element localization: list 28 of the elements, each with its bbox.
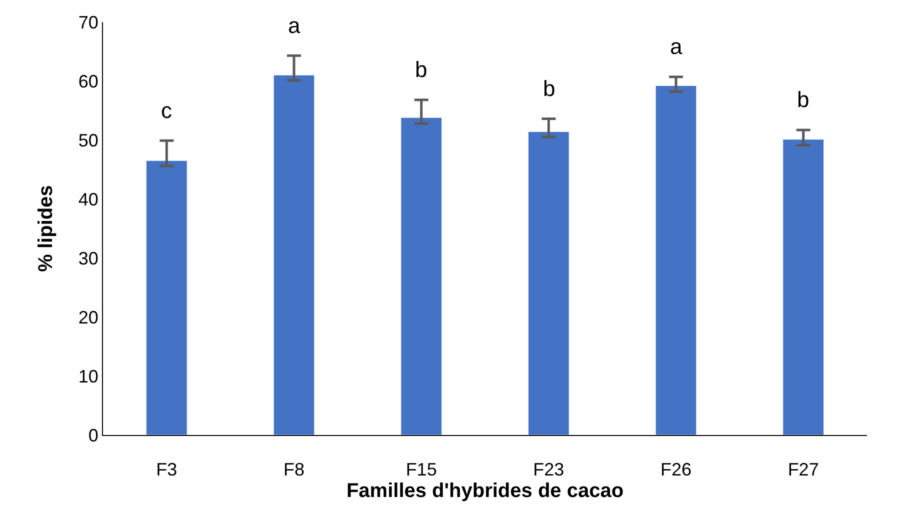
y-tick-label: 70 — [78, 12, 98, 32]
bar — [655, 85, 697, 435]
x-tick-label: F3 — [156, 460, 178, 480]
data-label: b — [415, 57, 428, 82]
x-axis-title: Familles d'hybrides de cacao — [346, 480, 624, 502]
y-axis-title: % lipides — [34, 185, 57, 272]
x-tick-label: F8 — [283, 460, 305, 480]
bar — [782, 139, 824, 435]
data-label: a — [288, 13, 301, 38]
bar — [400, 117, 442, 435]
y-tick-label: 40 — [78, 189, 98, 210]
y-tick-label: 20 — [78, 307, 98, 328]
x-tick-label: F15 — [406, 460, 437, 480]
x-tick-label: F23 — [533, 460, 564, 480]
y-tick-label: 0 — [88, 425, 98, 446]
bar — [146, 160, 188, 435]
x-tick-label: F27 — [788, 460, 819, 480]
data-label: b — [797, 87, 810, 112]
bar — [528, 131, 570, 435]
data-label: b — [543, 76, 556, 101]
data-label: a — [670, 34, 683, 59]
y-tick-label: 10 — [78, 366, 98, 386]
y-tick-label: 30 — [78, 248, 98, 268]
x-tick-label: F26 — [660, 460, 692, 480]
data-label: c — [161, 98, 172, 123]
y-tick-label: 50 — [78, 130, 98, 150]
bar — [273, 74, 315, 435]
y-tick-label: 60 — [78, 71, 98, 92]
